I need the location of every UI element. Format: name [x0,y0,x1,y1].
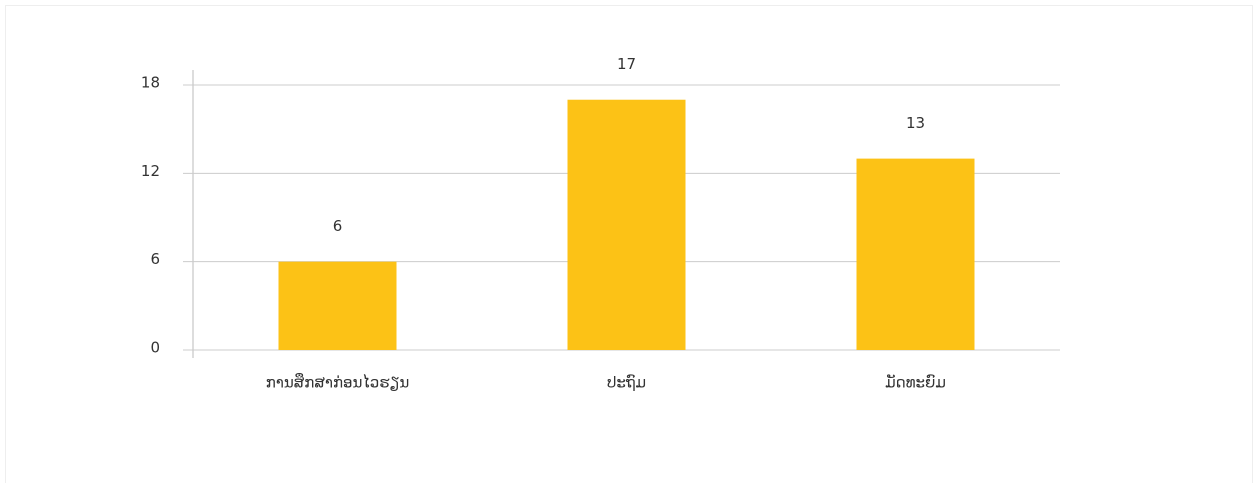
x-tick-label: ການສຶກສາກ່ອນໄວຮຽນ [266,372,410,391]
y-tick-label: 12 [141,162,160,180]
x-tick-label: ປະຖົມ [607,373,646,392]
value-label: 6 [333,217,343,235]
bar [278,261,397,350]
y-tick-label: 18 [141,74,160,92]
bar [567,99,686,350]
bar [856,158,975,350]
value-label: 17 [617,55,636,73]
y-tick-label: 6 [150,250,160,268]
chart-frame [5,5,1253,483]
value-label: 13 [906,114,925,132]
y-tick-label: 0 [150,339,160,357]
x-tick-label: ມັດທະຍົມ [885,372,946,391]
